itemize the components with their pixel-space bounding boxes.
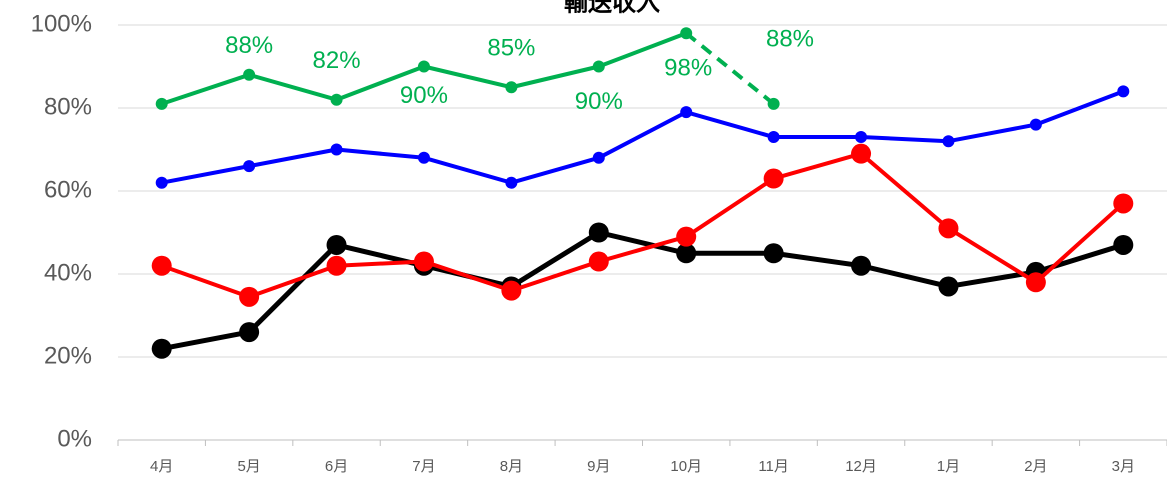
annotation: 88% — [766, 25, 814, 52]
point — [1113, 234, 1134, 255]
point — [417, 60, 430, 73]
point — [243, 68, 256, 81]
point — [505, 176, 518, 189]
point — [855, 131, 868, 144]
point — [413, 251, 434, 272]
point — [851, 143, 872, 164]
x-tick-label: 7月 — [412, 458, 435, 475]
point — [676, 226, 697, 247]
point — [326, 255, 347, 276]
point — [767, 97, 780, 110]
point — [501, 280, 522, 301]
data-label: 88% — [225, 32, 273, 59]
series-line — [161, 230, 1125, 352]
point — [1117, 85, 1130, 98]
point — [155, 97, 168, 110]
series-line — [161, 151, 1125, 299]
y-tick-label: 40% — [44, 259, 92, 286]
chart-title: 輸送収入 — [564, 0, 660, 16]
x-tick-label: 2月 — [1024, 458, 1047, 475]
point — [417, 151, 430, 164]
x-tick-label: 8月 — [500, 458, 523, 475]
y-tick-label: 20% — [44, 342, 92, 369]
point — [942, 135, 955, 148]
x-tick-label: 1月 — [937, 458, 960, 475]
y-tick-label: 60% — [44, 176, 92, 203]
x-tick-label: 9月 — [587, 458, 610, 475]
data-label: 98% — [664, 55, 712, 82]
point — [1025, 272, 1046, 293]
data-label: 90% — [575, 88, 623, 115]
point — [505, 81, 518, 94]
point — [1029, 118, 1042, 131]
x-tick-label: 6月 — [325, 458, 348, 475]
series-line — [161, 89, 1125, 185]
data-label: 82% — [313, 47, 361, 74]
x-tick-label: 10月 — [670, 458, 702, 475]
point — [938, 218, 959, 239]
y-tick-label: 0% — [57, 425, 92, 452]
y-tick-label: 80% — [44, 93, 92, 120]
point — [763, 243, 784, 264]
point — [767, 131, 780, 144]
point — [680, 27, 693, 40]
x-tick-label: 11月 — [758, 458, 789, 475]
x-tick-label: 4月 — [150, 458, 173, 475]
point — [330, 143, 343, 156]
point — [243, 160, 256, 173]
point — [680, 106, 693, 119]
y-tick-label: 100% — [31, 10, 92, 37]
point — [155, 176, 168, 189]
point — [588, 222, 609, 243]
point — [592, 60, 605, 73]
point — [938, 276, 959, 297]
point — [151, 255, 172, 276]
point — [676, 243, 697, 264]
point — [592, 151, 605, 164]
point — [326, 234, 347, 255]
data-label: 85% — [487, 35, 535, 62]
point — [239, 322, 260, 343]
data-label: 90% — [400, 82, 448, 109]
x-tick-label: 3月 — [1112, 458, 1135, 475]
point — [1113, 193, 1134, 214]
point — [151, 338, 172, 359]
point — [239, 286, 260, 307]
x-tick-label: 5月 — [237, 458, 260, 475]
x-tick-label: 12月 — [845, 458, 877, 475]
point — [330, 93, 343, 106]
point — [588, 251, 609, 272]
point — [851, 255, 872, 276]
point — [763, 168, 784, 189]
